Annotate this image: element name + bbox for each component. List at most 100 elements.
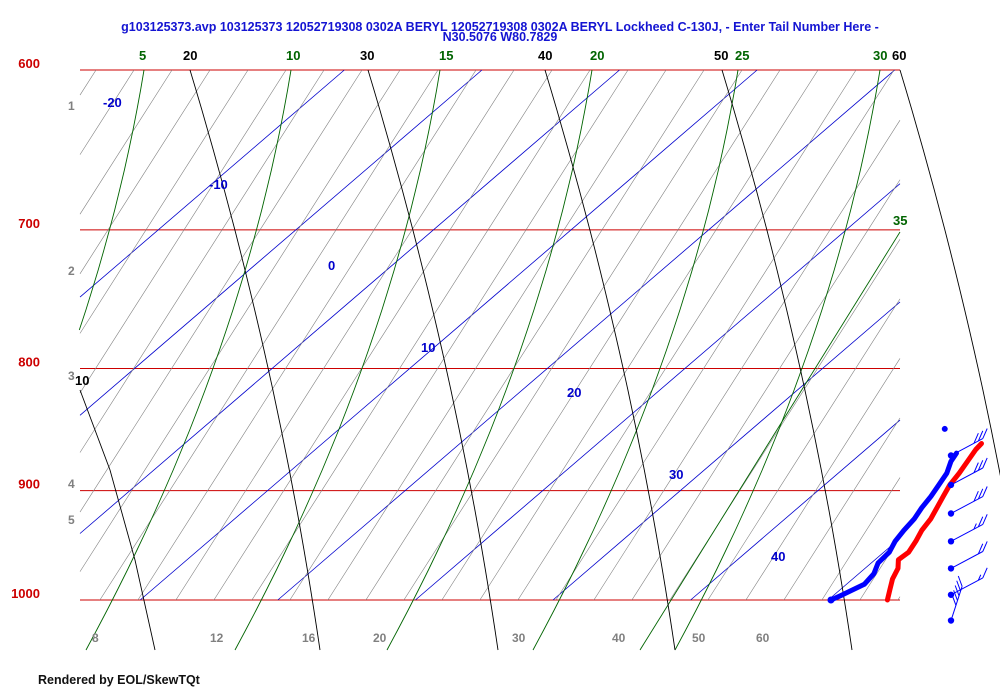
height-km-label: 3 (68, 369, 75, 383)
pressure-label: 1000 (11, 586, 40, 601)
mixing-ratio-line (365, 69, 705, 601)
wind-barb-flag (977, 430, 984, 442)
wind-barb (947, 428, 988, 459)
mixing-ratio-line (555, 69, 895, 601)
wind-barb-flag (973, 490, 979, 502)
pressure-label: 600 (18, 56, 40, 71)
mixing-ratio-line (441, 69, 781, 601)
dry-adiabat-lines (79, 69, 1000, 651)
moist-adiabat-label: 20 (590, 48, 604, 63)
isotherm-label: 30 (669, 467, 683, 482)
mixing-ratio-line (213, 69, 553, 601)
wind-barb-flag (982, 541, 988, 552)
wind-barb-staff (950, 496, 984, 514)
mixing-ratio-line (79, 69, 249, 334)
moist-adiabat-line (234, 69, 441, 651)
dry-adiabat-label: 40 (538, 48, 552, 63)
mixing-ratio-lines (79, 69, 901, 601)
mixing-ratio-label: 40 (612, 631, 626, 645)
mixing-ratio-line (631, 179, 901, 601)
mixing-ratio-label: 16 (302, 631, 316, 645)
dewpoint-start-point (827, 596, 835, 604)
wind-barb (947, 567, 988, 598)
moist-adiabat-line (674, 69, 881, 651)
wind-barb-staff (950, 586, 963, 621)
sounding-profiles (827, 425, 984, 604)
chart-title: g103125373.avp 103125373 12052719308 030… (121, 20, 879, 34)
mixing-ratio-line (327, 69, 667, 601)
moist-adiabat-line (386, 69, 593, 651)
isotherm-label: 10 (421, 340, 435, 355)
dry-adiabat-line (79, 389, 156, 651)
dry-adiabat-line (544, 69, 676, 651)
dry-adiabat-label: 50 (714, 48, 728, 63)
mixing-ratio-line (403, 69, 743, 601)
moist-adiabat-line (532, 69, 739, 651)
moist-adiabat-line (78, 69, 145, 331)
wind-barb-staff (950, 467, 984, 486)
mixing-ratio-line (79, 69, 287, 394)
isotherm-line (139, 69, 758, 601)
mixing-ratio-label: 20 (373, 631, 387, 645)
render-credit: Rendered by EOL/SkewTQt (38, 673, 200, 687)
moist-adiabat-label: 30 (873, 48, 887, 63)
isotherm-lines (79, 69, 901, 601)
wind-barb-flag (982, 486, 988, 497)
dry-adiabat-label: 20 (183, 48, 197, 63)
wind-barb (947, 514, 988, 545)
mixing-ratio-line (79, 69, 173, 215)
isotherm-label: -10 (209, 177, 228, 192)
dry-adiabat-label: 30 (360, 48, 374, 63)
wind-barb-flag (954, 585, 960, 596)
wind-barb (947, 575, 963, 624)
mixing-ratio-line (79, 69, 363, 513)
wind-barb-flag (977, 516, 984, 527)
isotherm-label: -20 (103, 95, 122, 110)
mixing-ratio-line (289, 69, 629, 601)
dry-adiabat-line (721, 69, 853, 651)
height-km-label: 4 (68, 477, 75, 491)
wind-barb-flag (956, 580, 962, 592)
mixing-ratio-line (175, 69, 515, 601)
moist-adiabat-label: 5 (139, 48, 146, 63)
mixing-ratio-line (251, 69, 591, 601)
isobar-lines (80, 69, 900, 601)
wind-barb-staff (950, 577, 984, 596)
wind-barb (947, 457, 988, 489)
isotherm-label: 40 (771, 549, 785, 564)
wind-barb-half-flag (977, 574, 982, 581)
mixing-ratio-line (707, 298, 901, 601)
wind-barb-flag (973, 462, 979, 473)
temperature-profile-line (884, 441, 984, 603)
dewpoint-profile-line (828, 450, 959, 603)
moist-adiabat-line (639, 231, 901, 651)
pressure-label: 700 (18, 216, 40, 231)
isotherm-line (827, 538, 901, 601)
moist-adiabat-label: 15 (439, 48, 453, 63)
dry-adiabat-label: 60 (892, 48, 906, 63)
chart-subtitle-location: N30.5076 W80.7829 (442, 30, 558, 44)
moist-adiabat-label: 35 (893, 213, 907, 228)
wind-barb-staff (950, 438, 984, 456)
isotherm-line (79, 69, 620, 534)
isotherm-label: 20 (567, 385, 581, 400)
height-km-label: 5 (68, 513, 75, 527)
wind-barbs (947, 428, 988, 624)
moist-adiabat-line (85, 69, 292, 651)
dry-adiabat-line (189, 69, 321, 651)
wind-barb-flag (982, 457, 988, 469)
wind-barb-flag (953, 590, 958, 601)
wind-barb (947, 541, 988, 572)
moist-adiabat-label: 10 (286, 48, 300, 63)
wind-barb-flag (973, 433, 979, 444)
mixing-ratio-label: 30 (512, 631, 526, 645)
mixing-ratio-line (79, 69, 325, 453)
dewpoint-point (941, 425, 948, 432)
wind-barb-flag (982, 567, 988, 579)
mixing-ratio-line (479, 69, 819, 601)
mixing-ratio-line (99, 69, 439, 601)
wind-barb-flag (951, 594, 957, 606)
mixing-ratio-label: 60 (756, 631, 770, 645)
